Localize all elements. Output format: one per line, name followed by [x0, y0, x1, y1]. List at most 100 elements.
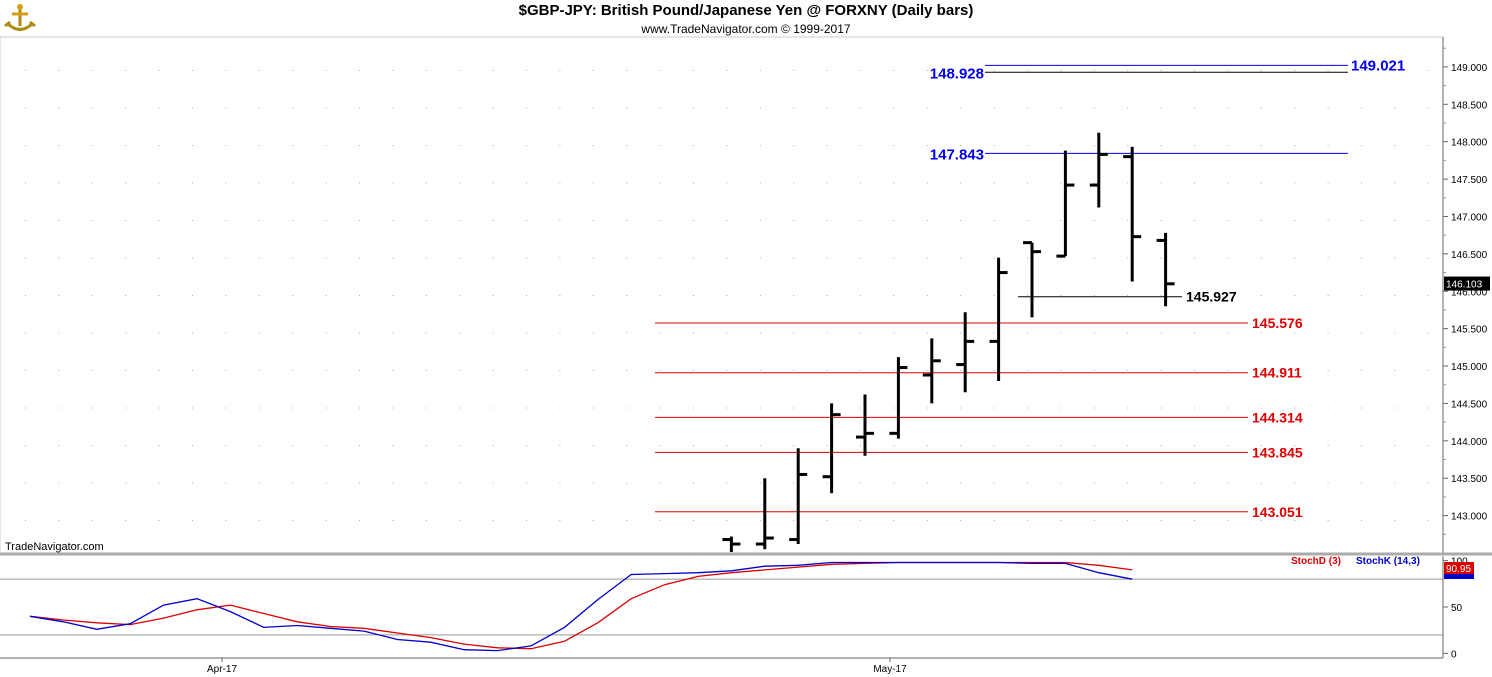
grid-dot	[258, 70, 260, 71]
grid-dot	[726, 257, 728, 259]
grid-dot	[1060, 220, 1062, 221]
grid-dot	[993, 407, 995, 409]
grid-dot	[459, 482, 461, 484]
grid-dot	[626, 370, 628, 371]
grid-dot	[559, 220, 561, 221]
grid-dot	[926, 445, 928, 446]
grid-dot	[1394, 145, 1396, 146]
grid-dot	[1127, 257, 1129, 259]
price-tick-label: 146.000	[1451, 287, 1488, 298]
grid-dot	[1227, 107, 1229, 109]
grid-dot	[626, 482, 628, 484]
grid-dot	[860, 145, 861, 146]
grid-dot	[1127, 445, 1129, 446]
grid-dot	[526, 107, 527, 109]
grid-dot	[1160, 370, 1162, 371]
grid-dot	[693, 107, 694, 109]
grid-dot	[459, 182, 461, 184]
grid-dot	[125, 182, 127, 184]
grid-dot	[659, 445, 661, 446]
grid-dot	[1327, 445, 1329, 446]
grid-dot	[726, 332, 728, 334]
grid-dot	[1294, 145, 1296, 146]
grid-dot	[759, 520, 761, 521]
ohlc-bar	[956, 312, 975, 393]
grid-dot	[1260, 520, 1262, 521]
extension-levels: 149.021 148.928 147.843	[930, 57, 1405, 163]
grid-dot	[425, 107, 427, 109]
grid-dot	[1060, 145, 1062, 146]
grid-dot	[292, 107, 294, 109]
grid-dot	[526, 445, 527, 446]
grid-dot	[726, 370, 728, 371]
grid-dot	[58, 295, 60, 296]
chart-title: $GBP-JPY: British Pound/Japanese Yen @ F…	[518, 2, 974, 19]
grid-dot	[559, 332, 561, 334]
grid-dot	[1327, 370, 1329, 371]
grid-dot	[626, 407, 628, 409]
grid-dot	[893, 107, 895, 109]
grid-dot	[492, 107, 494, 109]
grid-dot	[860, 332, 861, 334]
grid-dot	[192, 407, 193, 409]
grid-dot	[1227, 257, 1229, 259]
grid-dot	[592, 520, 594, 521]
grid-dot	[1394, 295, 1396, 296]
grid-dot	[1027, 370, 1028, 371]
grid-dot	[1093, 257, 1095, 259]
grid-dot	[1027, 520, 1028, 521]
grid-dot	[626, 520, 628, 521]
grid-dot	[626, 257, 628, 259]
grid-dot	[1194, 482, 1195, 484]
grid-dot	[759, 370, 761, 371]
grid-dot	[659, 145, 661, 146]
grid-dot	[693, 145, 694, 146]
grid-dot	[826, 295, 828, 296]
grid-dot	[459, 370, 461, 371]
grid-dot	[392, 407, 394, 409]
grid-dot	[25, 70, 26, 71]
grid-dot	[225, 482, 227, 484]
grid-dot	[58, 220, 60, 221]
grid-dot	[960, 107, 962, 109]
grid-dot	[1160, 107, 1162, 109]
grid-dot	[1127, 182, 1129, 184]
extension-label: 148.928	[930, 65, 984, 82]
grid-dot	[1427, 220, 1429, 221]
grid-dot	[325, 70, 327, 71]
grid-dot	[1227, 520, 1229, 521]
grid-dot	[1427, 520, 1429, 521]
grid-dot	[926, 182, 928, 184]
grid-dot	[993, 257, 995, 259]
grid-dot	[1327, 332, 1329, 334]
grid-dot	[693, 182, 694, 184]
grid-dot	[1327, 182, 1329, 184]
grid-dot	[1027, 332, 1028, 334]
grid-dot	[1361, 445, 1362, 446]
grid-dot	[592, 70, 594, 71]
price-tick-label: 144.500	[1451, 399, 1488, 410]
grid-dot	[1427, 407, 1429, 409]
grid-dot	[626, 445, 628, 446]
grid-dot	[192, 182, 193, 184]
grid-dot	[926, 370, 928, 371]
grid-dot	[826, 482, 828, 484]
grid-dot	[592, 257, 594, 259]
grid-dot	[926, 107, 928, 109]
grid-dot	[25, 145, 26, 146]
grid-dot	[759, 182, 761, 184]
grid-dot	[1160, 520, 1162, 521]
grid-dot	[993, 332, 995, 334]
grid-dot	[325, 407, 327, 409]
grid-dot	[1260, 145, 1262, 146]
grid-dot	[325, 370, 327, 371]
price-panel: 149.021 148.928 147.843 145.576 144.911 144.…	[0, 36, 1444, 554]
grid-dot	[1294, 445, 1296, 446]
grid-dot	[392, 482, 394, 484]
grid-dot	[1327, 70, 1329, 71]
grid-dot	[225, 145, 227, 146]
grid-dot	[292, 70, 294, 71]
grid-dot	[1160, 407, 1162, 409]
grid-dot	[492, 257, 494, 259]
